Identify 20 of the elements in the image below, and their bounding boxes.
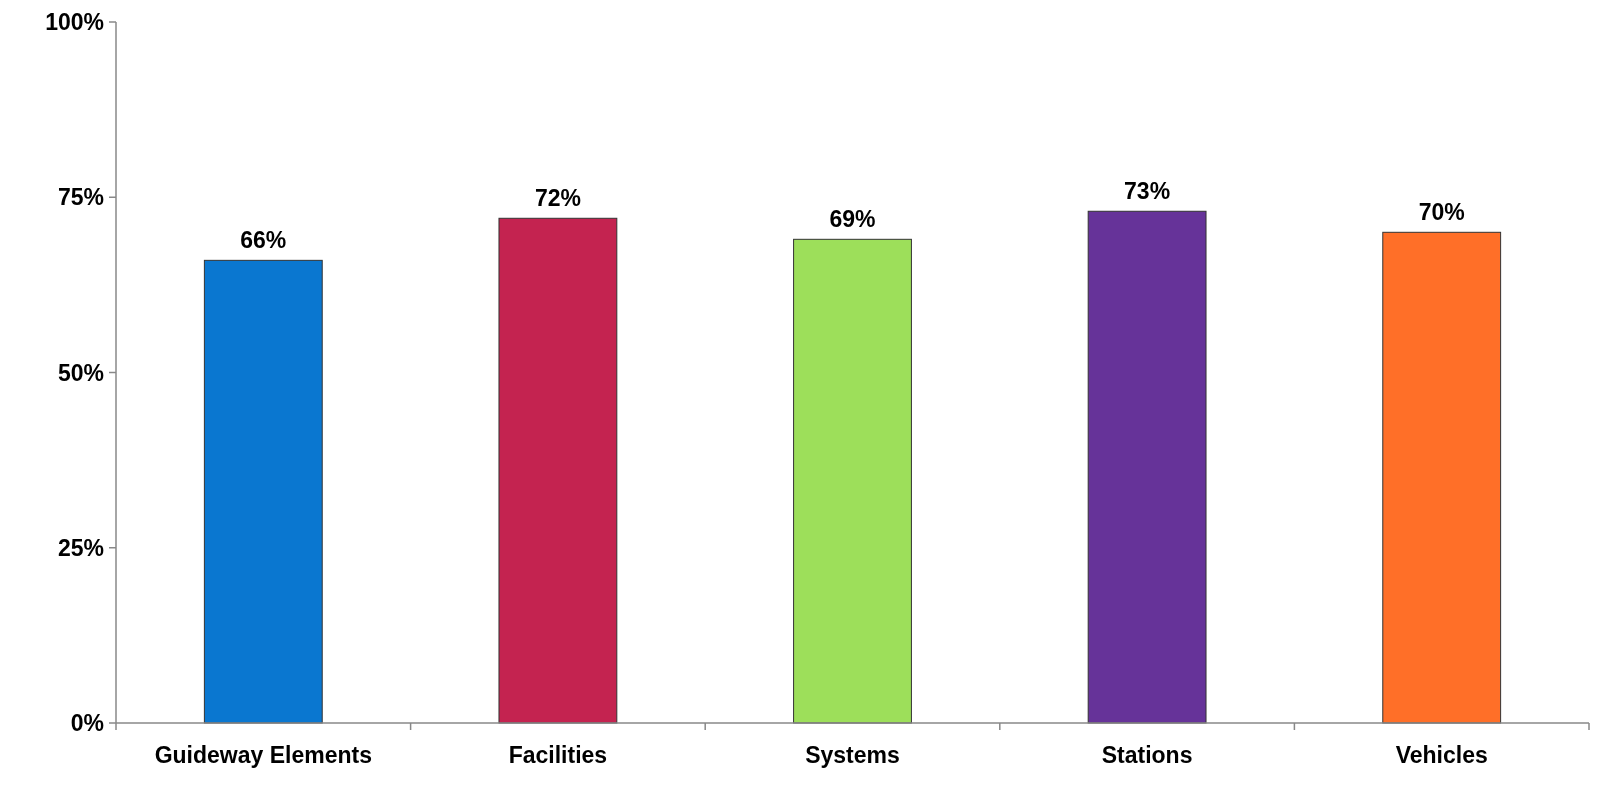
bar (1087, 210, 1207, 724)
x-tick-label: Guideway Elements (154, 742, 372, 768)
y-tick-label: 100% (45, 9, 104, 36)
x-tick-label: Vehicles (1395, 742, 1488, 768)
x-tick-label: Stations (1101, 742, 1193, 768)
data-label: 72% (534, 185, 581, 212)
y-tick-label: 75% (57, 184, 104, 211)
bar (793, 238, 912, 724)
x-tick-label: Systems (805, 742, 900, 768)
bar (203, 259, 323, 724)
bar (498, 217, 618, 724)
y-tick-label: 25% (57, 534, 104, 561)
bar (1382, 231, 1502, 724)
y-tick-label: 50% (57, 359, 104, 386)
y-tick-label: 0% (70, 710, 104, 737)
data-label: 73% (1124, 178, 1171, 205)
data-label: 66% (240, 227, 287, 254)
data-label: 70% (1418, 199, 1465, 226)
data-label: 69% (829, 206, 876, 233)
x-tick-label: Facilities (508, 742, 608, 768)
